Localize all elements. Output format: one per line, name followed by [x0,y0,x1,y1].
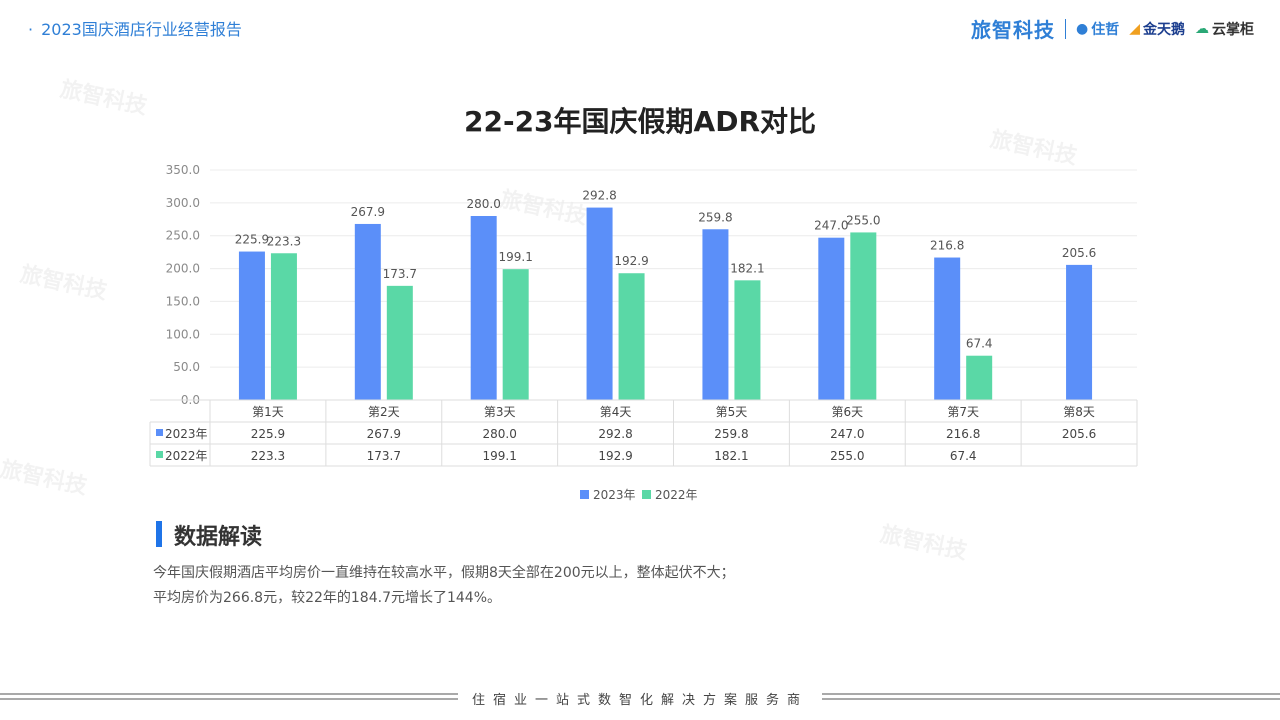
bar [734,280,761,400]
logo-yunzhanggui-text: 云掌柜 [1212,21,1254,38]
analysis-line-1: 今年国庆假期酒店平均房价一直维持在较高水平，假期8天全部在200元以上，整体起伏… [153,565,735,581]
table-cell: 225.9 [251,427,285,441]
table-cell: 247.0 [830,427,864,441]
table-cell: 216.8 [946,427,980,441]
bar [470,216,497,400]
table-cell: 267.9 [367,427,401,441]
table-legend-key [156,429,163,436]
bar [354,223,381,400]
bullet-dot-icon: · [28,20,34,39]
y-tick-label: 100.0 [166,327,200,341]
x-tick-label: 第3天 [484,405,516,419]
legend-label: 2022年 [655,488,698,502]
zhuzhe-mark-icon: ● [1076,20,1089,37]
bar [502,269,529,400]
data-label: 267.9 [351,205,385,219]
x-tick-label: 第4天 [600,405,632,419]
analysis-line-2: 平均房价为266.8元，较22年的184.7元增长了144%。 [153,590,501,606]
cloud-icon: ☁ [1195,20,1209,37]
report-title-text: 2023国庆酒店行业经营报告 [41,20,242,39]
table-cell: 173.7 [367,449,401,463]
table-cell: 255.0 [830,449,864,463]
data-label: 199.1 [499,250,533,264]
table-series-name: 2023年 [165,427,208,441]
table-cell: 292.8 [598,427,632,441]
footer-slogan: 住宿业一站式数智化解决方案服务商 [471,693,808,708]
x-tick-label: 第6天 [831,405,863,419]
data-label: 259.8 [698,210,732,224]
bar [270,253,297,400]
legend-key [642,490,651,499]
chart-title: 22-23年国庆假期ADR对比 [463,105,817,138]
x-tick-label: 第7天 [947,405,979,419]
logo-divider [1065,18,1066,39]
brand-logos: 旅智科技 ● 住哲 ◢ 金天鹅 ☁ 云掌柜 [971,14,1254,43]
report-title: · 2023国庆酒店行业经营报告 [28,16,242,40]
data-label: 292.8 [582,189,616,203]
logo-jintian-text: 金天鹅 [1143,21,1185,38]
y-tick-label: 50.0 [173,360,200,374]
table-cell: 199.1 [483,449,517,463]
bar [618,273,645,400]
x-tick-label: 第1天 [252,405,284,419]
x-tick-label: 第5天 [716,405,748,419]
logo-jintian: ◢ 金天鹅 [1129,19,1185,39]
table-cell: 182.1 [714,449,748,463]
data-label: 255.0 [846,213,880,227]
y-tick-label: 300.0 [166,196,200,210]
data-label: 223.3 [267,234,301,248]
data-label: 280.0 [467,197,501,211]
data-label: 216.8 [930,239,964,253]
bar [386,285,413,400]
bar [586,207,613,400]
legend-label: 2023年 [593,488,636,502]
logo-lvzhi: 旅智科技 [971,18,1055,42]
bar [1066,264,1093,400]
logo-zhuzhe-text: 住哲 [1091,21,1120,38]
footer-line-right-2 [822,698,1280,700]
data-label: 225.9 [235,233,269,247]
table-cell: 205.6 [1062,427,1096,441]
bar [702,229,729,400]
footer-line-right [822,693,1280,695]
logo-yunzhanggui: ☁ 云掌柜 [1195,19,1254,39]
table-cell: 280.0 [483,427,517,441]
table-cell: 259.8 [714,427,748,441]
bar [238,251,265,400]
data-label: 67.4 [966,337,993,351]
x-tick-label: 第2天 [368,405,400,419]
section-accent-bar [156,521,162,547]
legend-key [580,490,589,499]
data-label: 247.0 [814,219,848,233]
x-tick-label: 第8天 [1063,405,1095,419]
table-cell: 223.3 [251,449,285,463]
logo-zhuzhe: ● 住哲 [1076,19,1119,39]
table-series-name: 2022年 [165,449,208,463]
footer-line-left-2 [0,698,458,700]
y-tick-label: 250.0 [166,229,200,243]
bar [966,355,993,400]
y-tick-label: 350.0 [166,163,200,177]
swan-icon: ◢ [1129,20,1140,37]
data-label: 182.1 [730,261,764,275]
y-tick-label: 150.0 [166,294,200,308]
footer-line-left [0,693,458,695]
data-label: 192.9 [614,254,648,268]
table-cell: 192.9 [598,449,632,463]
bar [934,257,961,400]
bar [818,237,845,400]
y-tick-label: 200.0 [166,262,200,276]
data-label: 173.7 [383,267,417,281]
table-cell: 67.4 [950,449,977,463]
table-legend-key [156,451,163,458]
analysis-heading: 数据解读 [174,525,263,550]
bar [850,232,877,400]
data-label: 205.6 [1062,246,1096,260]
